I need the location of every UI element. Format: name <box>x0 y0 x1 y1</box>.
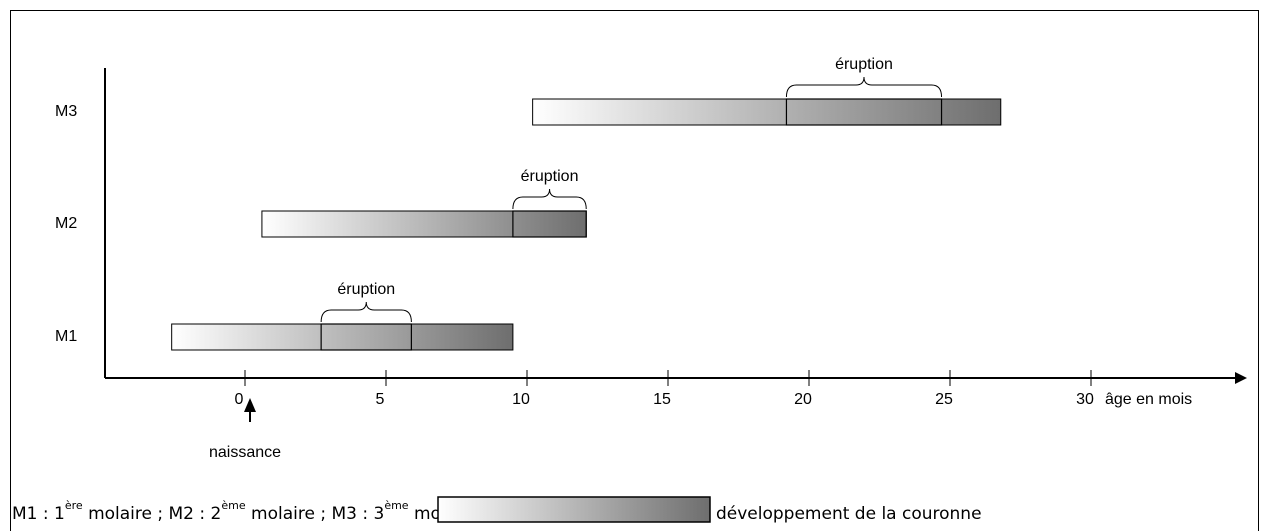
x-axis-arrow <box>1235 372 1247 384</box>
legend-swatch <box>437 496 711 523</box>
crown-bar <box>532 98 1002 126</box>
row-label: M1 <box>55 328 77 345</box>
x-tick-label: 30 <box>1076 391 1094 408</box>
eruption-brace <box>320 301 412 323</box>
x-axis-label: âge en mois <box>1105 391 1192 408</box>
legend-part: molaire ; M2 : 2 <box>83 504 222 524</box>
x-tick-label: 0 <box>235 391 244 408</box>
eruption-label: éruption <box>337 281 395 298</box>
eruption-span <box>512 210 587 238</box>
legend-sup: ère <box>65 499 83 512</box>
x-tick-label: 5 <box>376 391 385 408</box>
row-label: M2 <box>55 215 77 232</box>
eruption-label: éruption <box>521 168 579 185</box>
birth-label: naissance <box>209 444 281 461</box>
crown-bar <box>261 210 587 238</box>
legend-sup: ème <box>384 499 408 512</box>
legend-text: M1 : 1ère molaire ; M2 : 2ème molaire ; … <box>12 499 489 524</box>
legend-part: molaire ; M3 : 3 <box>246 504 385 524</box>
eruption-span <box>320 323 412 351</box>
x-tick-label: 25 <box>935 391 953 408</box>
eruption-label: éruption <box>835 56 893 73</box>
legend-sup: ème <box>221 499 245 512</box>
eruption-brace <box>512 188 587 210</box>
eruption-brace <box>785 76 943 98</box>
x-tick-label: 10 <box>512 391 530 408</box>
x-tick-label: 15 <box>653 391 671 408</box>
legend-part: M1 : 1 <box>12 504 65 524</box>
birth-arrow-head <box>244 398 256 412</box>
legend-swatch-label: développement de la couronne <box>716 504 982 524</box>
row-label: M3 <box>55 103 77 120</box>
frame <box>10 10 1259 531</box>
eruption-span <box>785 98 943 126</box>
x-tick-label: 20 <box>794 391 812 408</box>
crown-bar <box>171 323 514 351</box>
